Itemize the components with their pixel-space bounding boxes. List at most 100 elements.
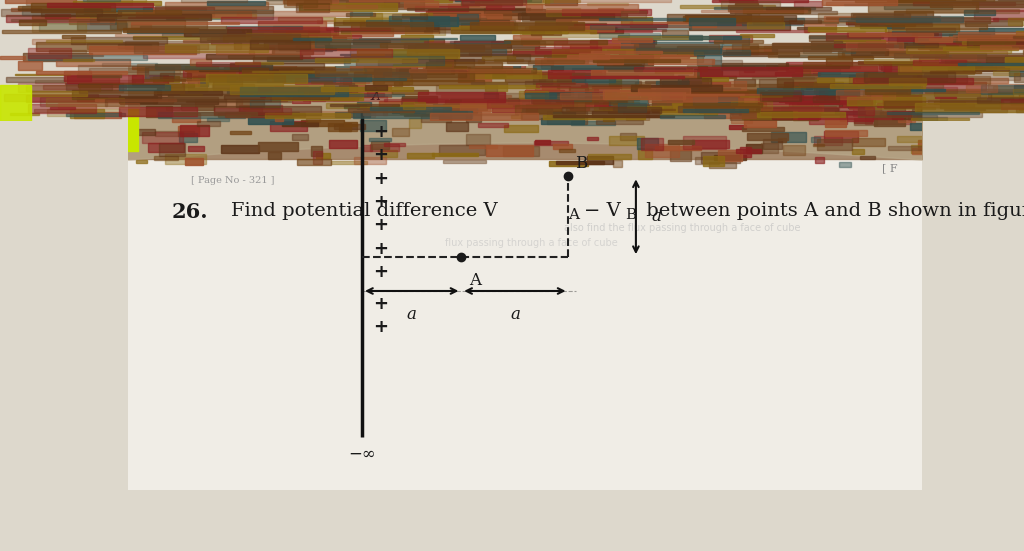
Bar	[701, 9, 807, 12]
Bar	[313, 93, 361, 98]
Bar	[651, 96, 743, 103]
Bar	[906, 9, 1020, 13]
Bar	[844, 4, 948, 6]
Bar	[383, 111, 467, 115]
Bar	[883, 71, 928, 82]
Bar	[234, 62, 283, 64]
Bar	[512, 30, 596, 33]
Bar	[783, 145, 805, 155]
Bar	[206, 74, 307, 83]
Bar	[11, 8, 41, 12]
Bar	[689, 18, 735, 25]
Bar	[369, 138, 391, 141]
Bar	[894, 53, 986, 58]
Bar	[921, 106, 948, 111]
Bar	[504, 125, 538, 132]
Bar	[824, 131, 858, 142]
Text: flux passing through a face of cube: flux passing through a face of cube	[445, 238, 618, 248]
Bar	[234, 40, 350, 49]
Bar	[353, 39, 443, 44]
Bar	[546, 91, 557, 94]
Bar	[172, 112, 201, 122]
Bar	[953, 35, 1024, 37]
Bar	[508, 98, 529, 105]
Bar	[761, 107, 873, 115]
Bar	[900, 17, 990, 23]
Bar	[930, 45, 992, 51]
Bar	[723, 36, 749, 45]
Bar	[306, 118, 319, 122]
Bar	[881, 87, 905, 91]
Bar	[350, 13, 382, 21]
Bar	[22, 6, 96, 15]
Bar	[645, 144, 679, 157]
Bar	[424, 13, 519, 21]
Bar	[78, 74, 121, 77]
Bar	[409, 69, 529, 72]
Bar	[35, 80, 135, 83]
Bar	[315, 58, 417, 62]
Bar	[1005, 56, 1024, 63]
Bar	[945, 61, 967, 64]
Bar	[581, 85, 686, 87]
Bar	[393, 64, 452, 66]
Bar	[73, 1, 161, 6]
Bar	[392, 14, 427, 19]
Bar	[278, 40, 387, 49]
Bar	[399, 105, 425, 114]
Bar	[326, 29, 390, 30]
Bar	[32, 14, 98, 19]
Bar	[621, 133, 636, 140]
Bar	[913, 64, 1024, 69]
Bar	[257, 70, 298, 82]
Bar	[710, 163, 735, 168]
Bar	[295, 72, 310, 77]
Bar	[609, 76, 622, 87]
Bar	[846, 42, 903, 50]
Bar	[119, 96, 157, 102]
Bar	[813, 96, 839, 102]
Bar	[874, 114, 905, 126]
Bar	[934, 101, 965, 104]
Bar	[334, 125, 366, 129]
Bar	[848, 20, 932, 26]
Bar	[475, 66, 512, 75]
Bar	[944, 109, 984, 111]
Bar	[680, 4, 775, 8]
Bar	[384, 143, 404, 147]
Bar	[885, 87, 956, 93]
Bar	[637, 138, 658, 149]
Bar	[821, 61, 860, 68]
Bar	[849, 33, 933, 36]
Bar	[611, 39, 652, 42]
Bar	[424, 41, 504, 42]
Bar	[778, 64, 830, 68]
Bar	[570, 44, 620, 52]
Bar	[551, 58, 563, 70]
Bar	[396, 64, 417, 72]
Bar	[524, 91, 611, 94]
Bar	[678, 75, 688, 84]
Bar	[188, 79, 207, 91]
Bar	[760, 92, 801, 101]
Bar	[206, 54, 302, 59]
Bar	[133, 36, 250, 39]
Bar	[592, 111, 660, 117]
Bar	[805, 31, 865, 32]
Bar	[253, 57, 349, 63]
Bar	[922, 42, 967, 47]
Bar	[524, 26, 616, 31]
Bar	[310, 88, 368, 89]
Bar	[848, 31, 941, 37]
Bar	[265, 113, 350, 118]
Bar	[83, 0, 120, 1]
Bar	[209, 72, 249, 74]
Bar	[590, 29, 624, 33]
Bar	[561, 44, 638, 49]
Bar	[47, 109, 156, 116]
Bar	[449, 18, 485, 19]
Bar	[216, 46, 324, 54]
Bar	[404, 109, 443, 116]
Bar	[553, 115, 675, 117]
Bar	[18, 61, 42, 70]
